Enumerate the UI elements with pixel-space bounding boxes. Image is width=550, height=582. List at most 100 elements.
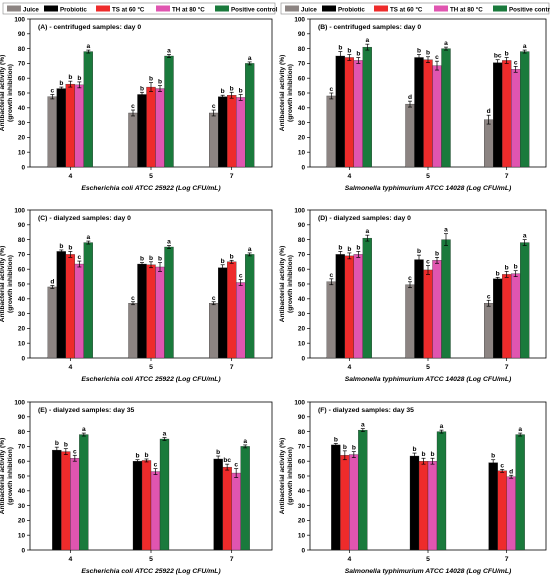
significance-label: d — [50, 278, 54, 285]
x-tick-label: 5 — [426, 364, 430, 371]
legend-swatch — [374, 5, 388, 12]
bar — [441, 239, 451, 359]
x-tick-label: 7 — [230, 556, 234, 563]
bar — [506, 476, 516, 551]
bar — [137, 263, 147, 359]
bar — [502, 274, 512, 359]
significance-label: c — [435, 54, 439, 61]
y-tick-label: 90 — [298, 31, 306, 38]
bar — [484, 119, 494, 168]
y-axis-label: Antibacterial activity (%) — [279, 55, 286, 132]
legend-swatch — [96, 5, 110, 12]
y-tick-label: 50 — [18, 90, 26, 97]
x-tick-label: 7 — [230, 173, 234, 180]
legend-label: Probiotic — [338, 7, 365, 14]
y-tick-label: 80 — [18, 46, 26, 53]
significance-label: b — [356, 244, 360, 251]
legend-swatch — [156, 5, 170, 12]
y-tick-label: 60 — [18, 76, 26, 83]
y-tick-label: 20 — [298, 135, 306, 142]
bar — [83, 51, 93, 168]
significance-label: b — [426, 50, 430, 57]
x-axis-label: Salmonella typhimurium ATCC 14028 (Log C… — [345, 568, 512, 575]
significance-label: b — [338, 45, 342, 52]
legend-swatch — [322, 5, 336, 12]
bar — [218, 96, 228, 168]
x-tick-label: 4 — [68, 556, 72, 563]
significance-label: b — [417, 48, 421, 55]
bar — [65, 254, 75, 359]
y-tick-label: 70 — [18, 61, 26, 68]
bar — [511, 273, 521, 359]
bar — [344, 255, 354, 359]
significance-label: b — [230, 85, 234, 92]
y-tick-label: 40 — [18, 296, 26, 303]
y-tick-label: 20 — [298, 326, 306, 333]
significance-label: b — [343, 444, 347, 451]
significance-label: c — [73, 448, 77, 455]
y-tick-label: 50 — [298, 281, 306, 288]
y-tick-label: 40 — [298, 488, 306, 495]
x-tick-label: 5 — [426, 173, 430, 180]
significance-label: a — [365, 37, 369, 44]
bar — [209, 112, 219, 168]
chart-panel: 0 10 20 30 40 50 60 70 80 90 100 Antibacterial acti… — [0, 399, 273, 575]
significance-label: bc — [223, 457, 231, 464]
bar — [358, 429, 368, 551]
chart-title: (F) - dialyzed samples: day 35 — [318, 407, 414, 414]
y-tick-label: 0 — [21, 164, 25, 171]
bar — [335, 254, 345, 359]
y-tick-label: 80 — [298, 429, 306, 436]
bar — [222, 466, 232, 551]
x-tick-label: 7 — [230, 364, 234, 371]
x-tick-label: 7 — [505, 556, 509, 563]
significance-label: c — [239, 273, 243, 280]
bar — [326, 95, 336, 168]
chart-title: (A) - centrifuged samples: day 0 — [38, 24, 141, 31]
significance-label: b — [334, 436, 338, 443]
y-axis-label: Antibacterial activity (%) — [0, 246, 6, 323]
y-tick-label: 100 — [14, 399, 25, 406]
bar — [128, 303, 138, 359]
legend-label: TS at 60 °C — [390, 7, 423, 14]
x-tick-label: 4 — [347, 173, 351, 180]
chart-title: (E) - dialyzed samples: day 35 — [38, 407, 135, 414]
bar — [409, 455, 420, 551]
bar — [418, 461, 429, 551]
significance-label: c — [212, 103, 216, 110]
significance-label: b — [59, 80, 63, 87]
bar — [414, 57, 424, 168]
bar — [56, 251, 66, 359]
x-tick-label: 4 — [68, 173, 72, 180]
significance-label: a — [444, 227, 448, 234]
bar — [150, 471, 161, 551]
legend-label: TH at 80 °C — [172, 7, 205, 14]
y-tick-label: 70 — [298, 61, 306, 68]
y-tick-label: 20 — [18, 326, 26, 333]
significance-label: c — [212, 295, 216, 302]
bar — [344, 57, 354, 168]
legend-right: Juice Probiotic TS at 60 °C TH at 80 °C Posi… — [280, 2, 550, 15]
bar — [436, 431, 447, 551]
significance-label: b — [505, 264, 509, 271]
legend-swatch — [493, 5, 507, 12]
significance-label: a — [361, 422, 365, 429]
significance-label: b — [77, 75, 81, 82]
bar — [502, 60, 512, 168]
significance-label: c — [500, 462, 504, 469]
y-tick-label: 80 — [298, 46, 306, 53]
significance-label: b — [435, 250, 439, 257]
legend-swatch — [215, 5, 229, 12]
bar — [405, 103, 415, 168]
bar — [497, 470, 507, 551]
bar — [520, 51, 530, 168]
significance-label: c — [408, 275, 412, 282]
y-tick-label: 10 — [18, 533, 26, 540]
x-tick-label: 4 — [347, 556, 351, 563]
bar — [515, 434, 525, 551]
y-tick-label: 0 — [21, 547, 25, 554]
x-tick-label: 7 — [505, 173, 509, 180]
y-axis-label: Antibacterial activity (%) — [0, 55, 6, 132]
bar — [227, 261, 237, 359]
